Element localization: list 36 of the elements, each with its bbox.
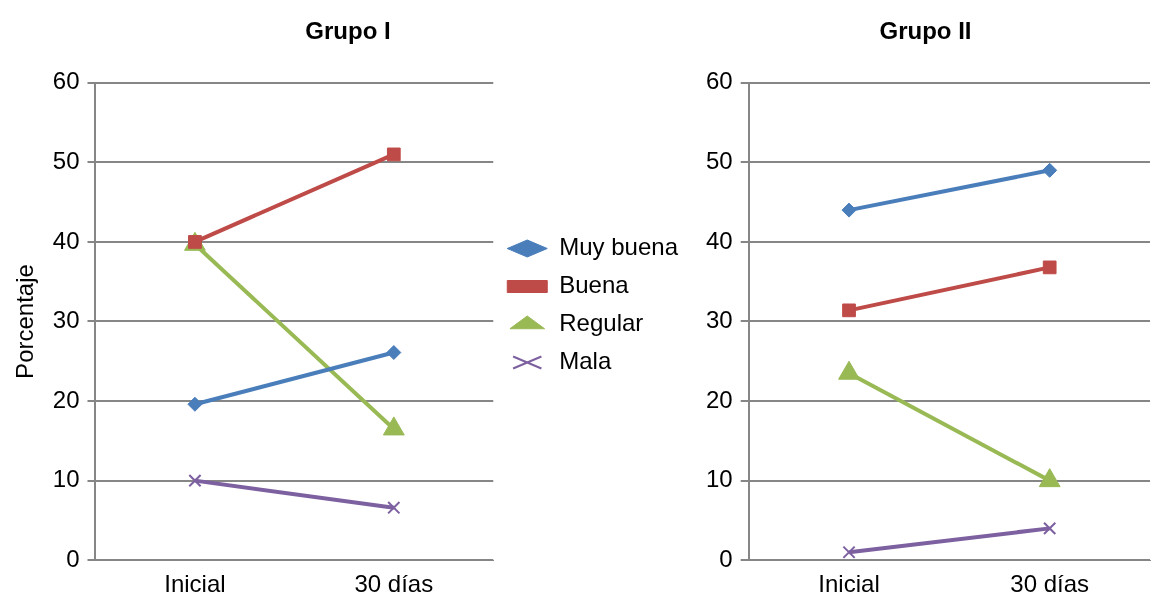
point <box>1042 162 1058 178</box>
y-tick-label: 60 <box>52 67 80 95</box>
x-tick-label: Inicial <box>818 570 880 598</box>
point <box>188 473 202 488</box>
y-tick-label: 50 <box>52 146 80 174</box>
x-tick-label: Inicial <box>164 570 226 598</box>
point <box>386 345 402 361</box>
y-tick-label: 30 <box>705 306 733 334</box>
legend-label: Mala <box>559 347 612 375</box>
point <box>187 396 203 412</box>
point <box>1043 521 1057 536</box>
chart-title: Grupo I <box>305 17 391 45</box>
y-tick-label: 20 <box>52 385 80 413</box>
x-tick-label: 30 días <box>1010 570 1090 598</box>
y-tick-label: 50 <box>705 146 733 174</box>
point <box>842 545 856 559</box>
y-axis-title: Porcentaje <box>11 264 39 379</box>
legend-label: Muy buena <box>559 233 679 261</box>
legend-label: Buena <box>559 271 630 299</box>
chart-title: Grupo II <box>879 17 972 45</box>
point <box>1042 260 1057 275</box>
y-tick-label: 40 <box>52 226 80 254</box>
point <box>842 303 856 318</box>
y-tick-label: 10 <box>705 465 733 493</box>
y-tick-label: 10 <box>52 465 80 493</box>
y-tick-label: 0 <box>66 544 80 572</box>
x-tick-label: 30 días <box>354 570 434 598</box>
y-tick-label: 0 <box>719 544 733 572</box>
y-tick-label: 20 <box>705 385 733 413</box>
y-tick-label: 60 <box>705 67 733 95</box>
point <box>386 147 401 162</box>
y-tick-label: 30 <box>52 306 80 334</box>
y-tick-label: 40 <box>705 226 733 254</box>
point <box>841 202 857 218</box>
legend-label: Regular <box>559 309 644 337</box>
point <box>387 501 401 515</box>
